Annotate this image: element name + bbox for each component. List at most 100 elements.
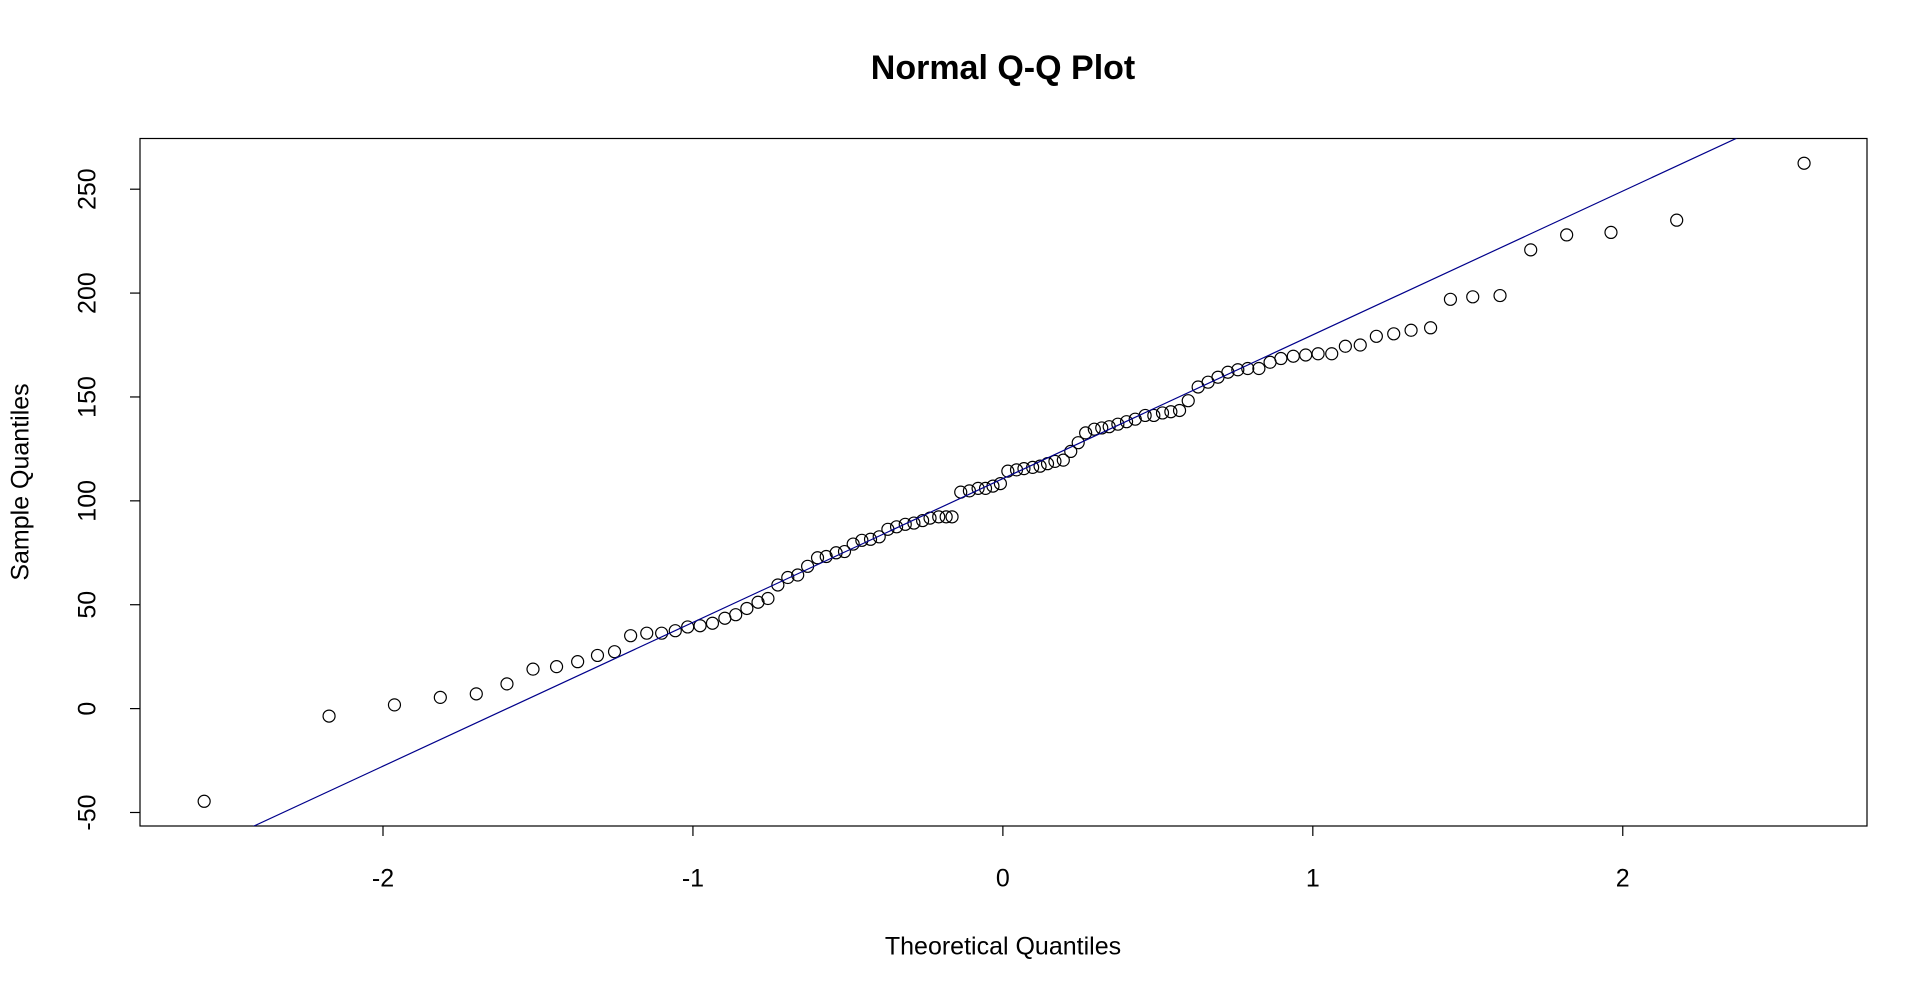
point <box>624 629 638 643</box>
point <box>1079 426 1093 440</box>
point <box>1147 408 1161 423</box>
point <box>1221 365 1235 379</box>
point <box>387 698 402 712</box>
x-tick-label: -1 <box>682 865 704 893</box>
y-tick-label: 250 <box>74 168 102 210</box>
point <box>781 570 795 585</box>
point <box>939 510 953 524</box>
point <box>500 677 514 691</box>
point <box>469 687 483 701</box>
point <box>571 655 585 669</box>
point <box>1095 421 1109 435</box>
point <box>978 481 993 495</box>
point <box>1155 406 1170 420</box>
point <box>863 532 878 546</box>
point <box>1404 323 1418 337</box>
point <box>1338 339 1352 353</box>
point <box>718 611 732 625</box>
point <box>1299 348 1313 362</box>
point <box>1164 405 1178 419</box>
point <box>855 533 869 547</box>
point <box>1252 361 1266 376</box>
point <box>945 510 959 524</box>
chart-title: Normal Q-Q Plot <box>871 49 1135 87</box>
point <box>1064 444 1078 458</box>
point <box>1424 321 1438 335</box>
point <box>590 648 605 663</box>
point <box>1670 213 1684 227</box>
point <box>1524 243 1538 257</box>
point <box>1311 347 1325 361</box>
point <box>668 624 682 638</box>
x-tick-label: 0 <box>996 865 1010 893</box>
point <box>916 513 930 528</box>
point <box>932 510 946 524</box>
point <box>433 690 447 704</box>
point <box>846 537 860 551</box>
point <box>1387 327 1401 341</box>
point <box>1048 454 1062 468</box>
point <box>1087 422 1101 436</box>
point <box>1286 349 1300 363</box>
point <box>607 645 622 659</box>
point <box>1111 417 1125 431</box>
point <box>640 626 654 640</box>
point <box>1604 225 1618 240</box>
point <box>791 568 805 582</box>
point <box>729 608 743 622</box>
point <box>1172 403 1187 418</box>
point <box>1560 228 1574 242</box>
point <box>1493 288 1507 303</box>
point <box>872 530 886 544</box>
point <box>1369 329 1383 343</box>
y-tick-label: 0 <box>74 702 102 716</box>
point <box>1071 436 1085 450</box>
y-tick-label: 200 <box>74 272 102 314</box>
point <box>1017 462 1031 476</box>
reference-line <box>252 138 1738 826</box>
point <box>1181 394 1195 408</box>
point <box>771 578 785 592</box>
point <box>962 484 977 498</box>
y-axis-label: Sample Quantiles <box>7 383 35 580</box>
point <box>526 662 540 676</box>
point <box>1263 355 1277 369</box>
y-tick-label: 100 <box>74 480 102 522</box>
x-tick-label: 2 <box>1616 865 1630 893</box>
point <box>1001 464 1015 478</box>
point <box>655 626 669 640</box>
point <box>993 477 1008 491</box>
point <box>907 516 921 530</box>
point <box>740 601 754 616</box>
point <box>889 520 904 534</box>
y-tick-label: 150 <box>74 376 102 418</box>
point <box>1325 347 1339 361</box>
point <box>1274 351 1288 366</box>
point <box>705 616 720 630</box>
point <box>898 517 912 531</box>
point <box>1797 156 1811 170</box>
point <box>1466 290 1480 304</box>
point <box>837 544 852 559</box>
x-axis-label: Theoretical Quantiles <box>885 933 1121 961</box>
y-tick-label: -50 <box>74 794 102 830</box>
point <box>1033 459 1047 473</box>
point <box>810 551 825 565</box>
point <box>1056 453 1070 467</box>
point <box>322 709 336 723</box>
point <box>1231 363 1245 377</box>
point <box>1119 415 1134 429</box>
point <box>197 794 211 808</box>
y-tick-label: 50 <box>74 591 102 619</box>
point <box>1443 292 1458 306</box>
point <box>971 481 985 495</box>
plot-frame <box>139 137 1868 827</box>
point <box>549 660 564 674</box>
point <box>829 546 843 560</box>
point <box>1241 361 1255 376</box>
x-tick-label: 1 <box>1306 865 1320 893</box>
point <box>1353 338 1367 352</box>
x-tick-label: -2 <box>372 865 394 893</box>
point <box>761 591 775 606</box>
